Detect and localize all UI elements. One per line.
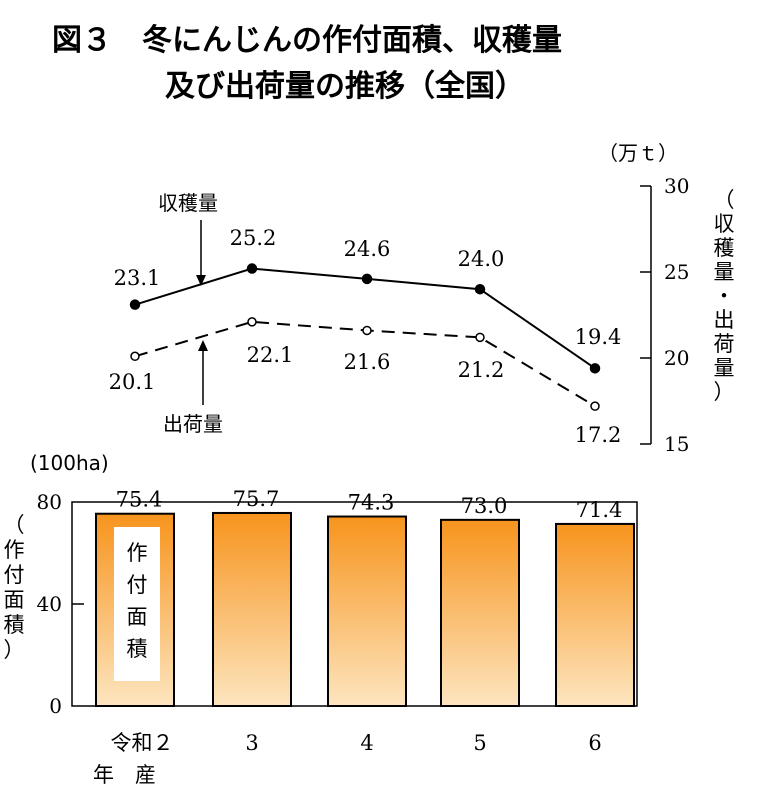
shipment-data-label: 17.2 <box>575 423 622 447</box>
bar-series-legend-char: 作 <box>127 541 148 565</box>
harvest-data-label: 23.1 <box>114 266 161 290</box>
harvest-arrow-head <box>196 275 206 286</box>
line-y-axis-title-char: ） <box>714 380 735 404</box>
shipment-point <box>362 325 372 336</box>
bar-plot-frame <box>71 501 638 707</box>
line-y-axis-title-char: 荷 <box>714 332 735 356</box>
harvest-data-label: 24.6 <box>344 237 391 261</box>
bar-data-label: 75.4 <box>116 488 163 512</box>
x-category-label: 5 <box>473 731 486 755</box>
harvest-data-label: 25.2 <box>230 226 277 250</box>
harvest-point <box>129 299 141 310</box>
harvest-annotation: 収穫量 <box>158 191 218 215</box>
bar-y-axis-title-char: ） <box>4 638 25 662</box>
bar-y-axis-title-char: 作 <box>4 538 25 562</box>
line-y-axis-title-char: 量 <box>714 260 735 284</box>
shipment-point <box>475 332 485 343</box>
shipment-data-label: 21.2 <box>458 358 505 382</box>
line-y-tick-label: 20 <box>664 346 689 370</box>
planted-area-bar <box>440 518 520 707</box>
category-sub-label: 年 産 <box>93 763 156 787</box>
bar-series-legend-box <box>114 527 160 681</box>
line-y-tick-label: 30 <box>664 174 689 198</box>
line-y-axis-title-char: 穫 <box>714 236 735 260</box>
harvest-data-label: 19.4 <box>575 325 622 349</box>
harvest-point <box>246 263 258 274</box>
shipment-data-label: 21.6 <box>344 350 391 374</box>
line-y-axis-title-char: 量 <box>714 356 735 380</box>
bar-y-tick-label: 0 <box>49 694 62 718</box>
harvest-point <box>361 273 373 285</box>
line-y-tick-label: 25 <box>664 260 689 284</box>
x-category-label: 4 <box>360 731 373 755</box>
shipment-point <box>130 351 140 362</box>
x-category-label: 令和２ <box>111 731 174 755</box>
x-category-label: 3 <box>245 731 258 755</box>
bar-y-axis-title-char: （ <box>4 513 25 537</box>
bar-series-legend-char: 面 <box>127 605 148 629</box>
line-y-axis-title-char: ・ <box>714 284 735 308</box>
planted-area-bar <box>555 522 635 707</box>
bar-series-legend-char: 付 <box>127 573 148 597</box>
bar-y-tick-label: 80 <box>37 490 62 514</box>
x-category-label: 6 <box>588 731 601 755</box>
chart-title-line2: 及び出荷量の推移（全国） <box>165 69 525 104</box>
bar-data-label: 73.0 <box>461 494 508 518</box>
shipment-data-label: 22.1 <box>247 343 294 367</box>
shipment-arrow-head <box>198 340 208 351</box>
bar-y-axis-title-char: 付 <box>4 563 25 587</box>
line-unit-label: （万ｔ） <box>598 141 678 165</box>
bar-y-axis-title-char: 面 <box>4 588 25 612</box>
shipment-point <box>247 317 257 327</box>
bar-y-axis-title-char: 積 <box>4 613 25 637</box>
planted-area-bar <box>212 511 292 708</box>
planted-area-bar <box>327 515 407 707</box>
bar-series-legend-char: 積 <box>127 637 148 661</box>
shipment-data-label: 20.1 <box>109 370 156 394</box>
line-y-tick-label: 15 <box>664 432 689 456</box>
line-y-axis-title-char: 収 <box>714 212 735 236</box>
chart-title-line1: 図３ 冬にんじんの作付面積、収穫量 <box>52 23 562 58</box>
line-y-axis-title-char: 出 <box>714 308 735 332</box>
bar-unit-label: (100ha) <box>30 451 109 475</box>
harvest-data-label: 24.0 <box>458 247 505 271</box>
shipment-annotation: 出荷量 <box>163 412 223 436</box>
line-y-axis-title-char: （ <box>714 188 735 212</box>
harvest-point <box>474 283 486 295</box>
harvest-point <box>589 363 601 374</box>
bar-data-label: 75.7 <box>233 487 280 511</box>
bar-y-tick-label: 40 <box>37 592 62 616</box>
shipment-point <box>590 401 600 411</box>
